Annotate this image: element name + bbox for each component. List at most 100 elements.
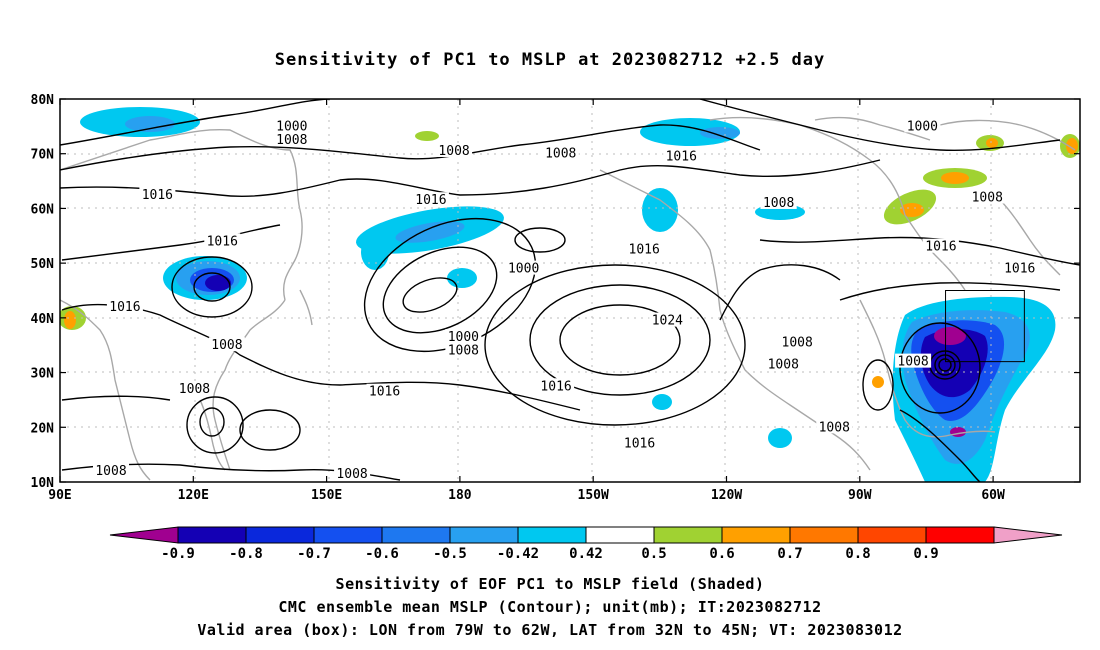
contour-label-bg [895, 353, 932, 368]
grid-lines [60, 99, 1080, 482]
contour-label-bg [436, 142, 473, 157]
contour-label-bg [208, 337, 245, 352]
contour-label-bg [334, 465, 371, 480]
contour-label-bg [649, 312, 686, 327]
x-tick-label: 150E [311, 488, 342, 503]
contour-label: 1000 [448, 330, 479, 345]
y-axis-latitude: 80N 70N 60N 50N 40N 30N 20N 10N [31, 93, 1080, 491]
contour-label: 1000 [508, 262, 539, 277]
y-tick-label: 50N [31, 257, 55, 272]
contour-label: 1000 [276, 119, 307, 134]
y-tick-label: 70N [31, 148, 55, 163]
contour-label-bg [505, 260, 542, 275]
colorbar-swatch [449, 526, 519, 544]
contour-label: 1016 [109, 300, 140, 315]
y-tick-label: 80N [31, 93, 55, 108]
y-tick-label: 10N [31, 476, 55, 491]
contour-label-bg [779, 334, 816, 349]
colorbar-swatch [313, 526, 383, 544]
colorbar-left-arrow [109, 526, 179, 544]
contour-label: 1016 [666, 149, 697, 164]
colorbar-label: -0.42 [497, 546, 539, 562]
colorbar: -0.9 -0.8 -0.7 -0.6 -0.5 -0.42 0.42 0.5 0.6 0.7 0.… [109, 526, 1063, 562]
colorbar-label: 0.7 [777, 546, 802, 562]
colorbar-swatch [381, 526, 451, 544]
colorbar-label: -0.7 [297, 546, 331, 562]
contour-label: 1016 [624, 437, 655, 452]
colorbar-swatch [653, 526, 723, 544]
x-tick-label: 120E [178, 488, 209, 503]
colorbar-label: -0.9 [161, 546, 195, 562]
contour-label: 1008 [545, 147, 576, 162]
contour-label: 1016 [925, 240, 956, 255]
contour-label: 1008 [211, 338, 242, 353]
contour-label: 1016 [415, 193, 446, 208]
contour-label: 1008 [336, 467, 367, 482]
contour-label: 1008 [276, 133, 307, 148]
colorbar-swatch [517, 526, 587, 544]
caption-line-3: Valid area (box): LON from 79W to 62W, L… [197, 621, 903, 639]
contour-label-bg [412, 192, 449, 207]
colorbar-label: 0.8 [845, 546, 870, 562]
contour-label: 1008 [819, 420, 850, 435]
contour-label: 1008 [782, 335, 813, 350]
contour-label-bg [626, 241, 663, 256]
contour-label: 1016 [369, 385, 400, 400]
contour-label: 1008 [448, 344, 479, 359]
contour-label: 1016 [1004, 262, 1035, 277]
y-tick-label: 30N [31, 367, 55, 382]
colorbar-swatch [857, 526, 927, 544]
colorbar-swatch [789, 526, 859, 544]
contour-label-bg [176, 380, 213, 395]
colorbar-label: 0.5 [641, 546, 666, 562]
contour-label-bg [273, 132, 310, 147]
contour-label: 1008 [763, 196, 794, 211]
x-tick-label: 90E [48, 488, 71, 503]
colorbar-swatch [585, 526, 655, 544]
contour-label: 1016 [540, 379, 571, 394]
x-tick-label: 120W [711, 488, 742, 503]
colorbar-label: 0.9 [913, 546, 938, 562]
contour-label: 1000 [907, 119, 938, 134]
caption-line-1: Sensitivity of EOF PC1 to MSLP field (Sh… [335, 575, 765, 593]
colorbar-swatch [177, 526, 247, 544]
valid-area-box [945, 290, 1025, 363]
contour-label-bg [366, 383, 403, 398]
caption-line-2: CMC ensemble mean MSLP (Contour); unit(m… [278, 598, 822, 616]
contour-label-bg [1001, 260, 1038, 275]
contour-label: 1008 [897, 355, 928, 370]
contour-label-bg [139, 186, 176, 201]
colorbar-label: -0.8 [229, 546, 263, 562]
y-tick-label: 60N [31, 202, 55, 217]
contour-label: 1008 [179, 382, 210, 397]
contour-label: 1016 [629, 242, 660, 257]
x-tick-label: 90W [848, 488, 872, 503]
contour-label-bg [760, 194, 797, 209]
mslp-contours [60, 99, 1080, 482]
sensitivity-shading [60, 107, 1080, 482]
contour-label-bg [106, 298, 143, 313]
contour-label-bg [445, 329, 482, 344]
y-tick-label: 20N [31, 421, 55, 436]
colorbar-right-arrow [993, 526, 1063, 544]
contour-label: 1008 [95, 464, 126, 479]
contour-label-bg [621, 435, 658, 450]
contour-label-bg [538, 378, 575, 393]
contour-label-bg [816, 419, 853, 434]
contour-label: 1016 [207, 234, 238, 249]
contour-label-bg [969, 189, 1006, 204]
contour-label-bg [204, 233, 241, 248]
map-title: Sensitivity of PC1 to MSLP at 2023082712… [274, 50, 826, 70]
colorbar-swatch [925, 526, 995, 544]
colorbar-label: -0.5 [433, 546, 467, 562]
contour-label-bg [445, 342, 482, 357]
x-tick-label: 60W [981, 488, 1005, 503]
x-tick-label: 150W [578, 488, 609, 503]
contour-label: 1008 [768, 357, 799, 372]
colorbar-swatch [245, 526, 315, 544]
contour-label: 1016 [142, 188, 173, 203]
coastlines [60, 116, 1076, 481]
